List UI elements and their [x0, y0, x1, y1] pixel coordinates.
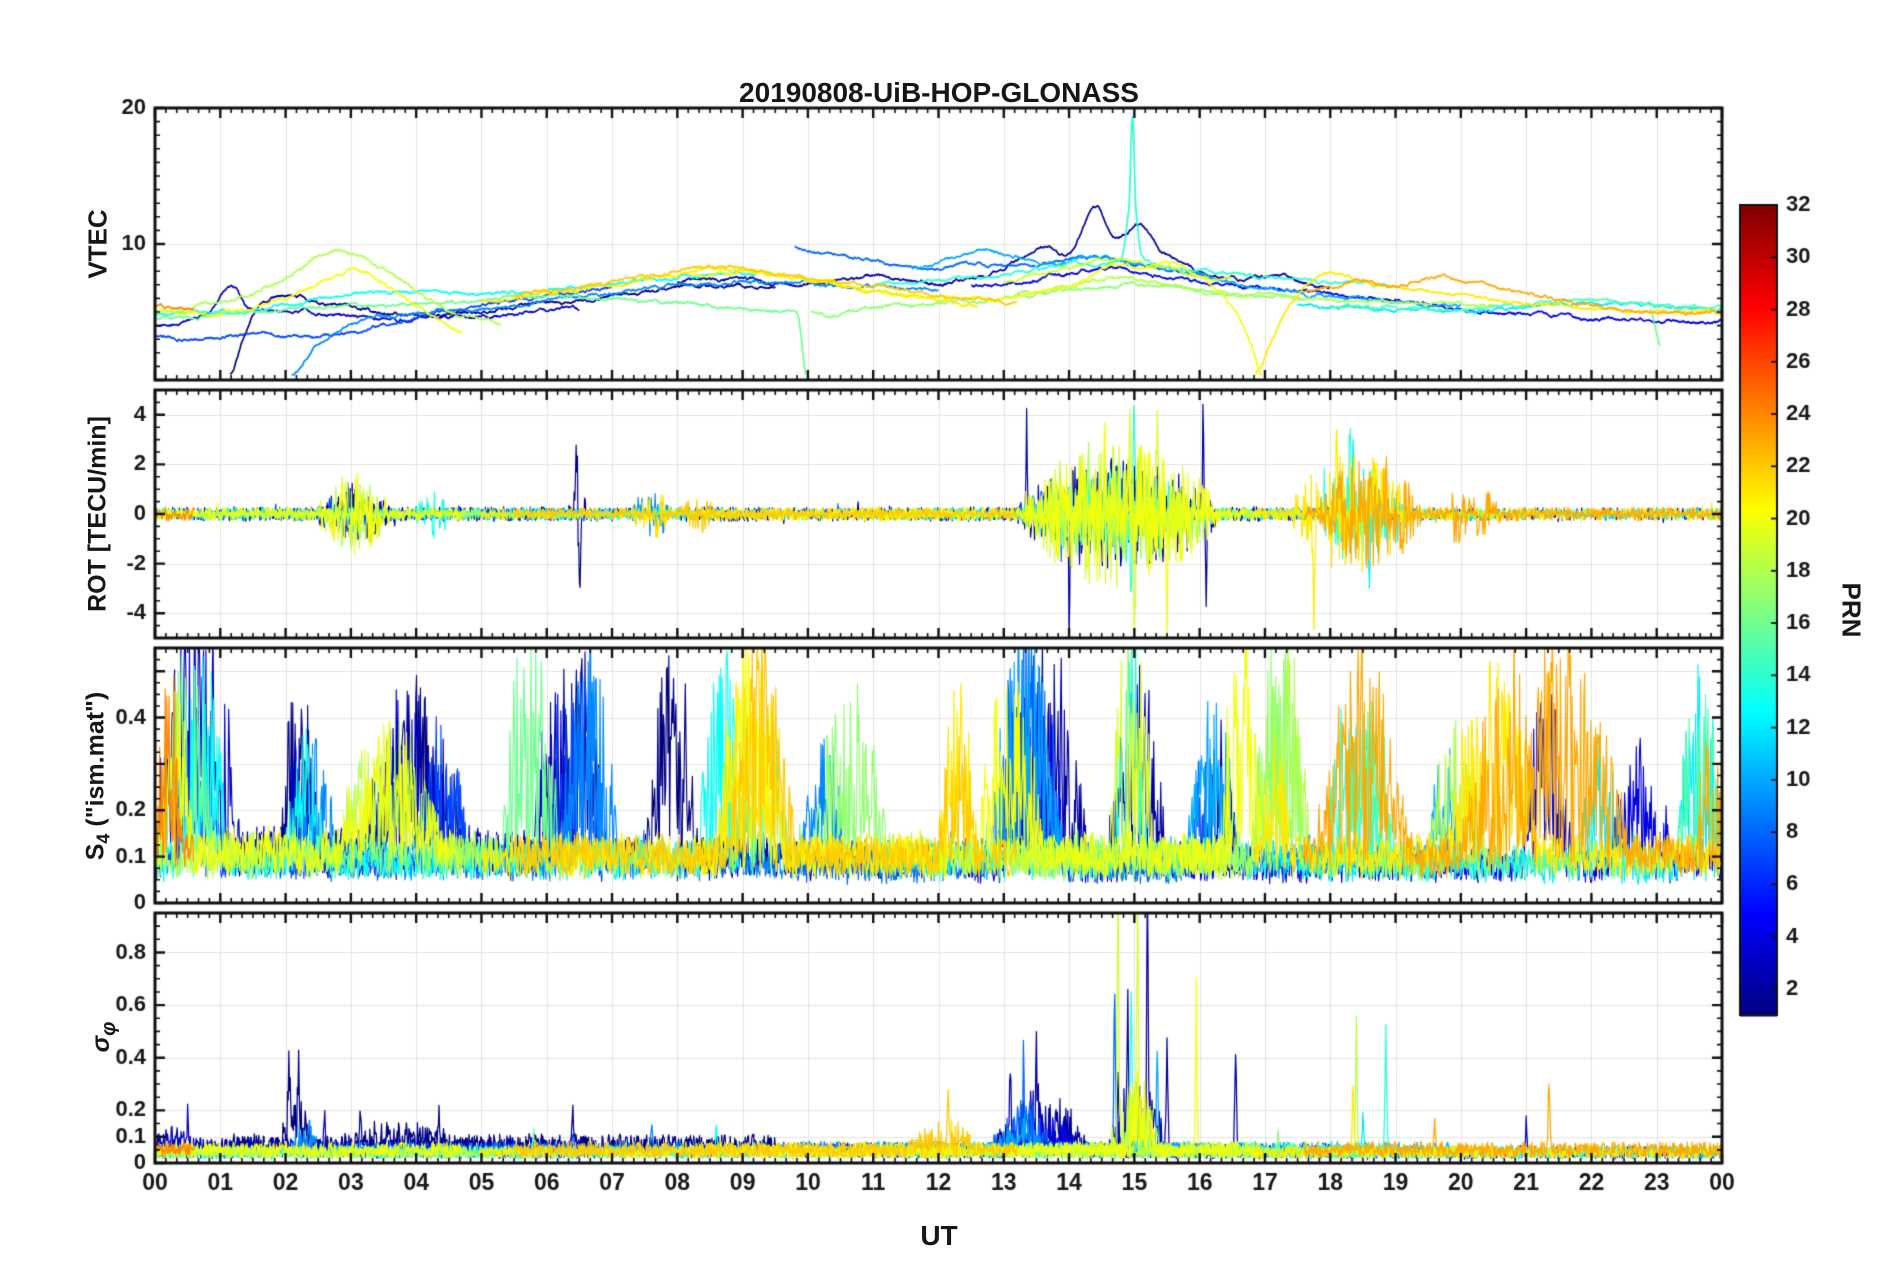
ut-axis-label: UT [920, 1220, 958, 1251]
prn-colorbar-label: PRN [1836, 582, 1867, 638]
rot-axis-label: ROT [TECU/min] [83, 416, 112, 612]
sigma-label-sub: φ [98, 1021, 120, 1036]
sigma-phi-axis-label: σφ [87, 1022, 121, 1053]
vtec-axis-label: VTEC [82, 209, 113, 279]
s4-axis-label: S4 ("ism.mat") [82, 692, 115, 861]
s4-label-sub: 4 [93, 833, 114, 844]
chart-title: 20190808-UiB-HOP-GLONASS [739, 77, 1139, 108]
sigma-label-main: σ [87, 1035, 115, 1053]
s4-label-rest: ("ism.mat") [81, 691, 110, 834]
s4-label-main: S [81, 843, 110, 861]
